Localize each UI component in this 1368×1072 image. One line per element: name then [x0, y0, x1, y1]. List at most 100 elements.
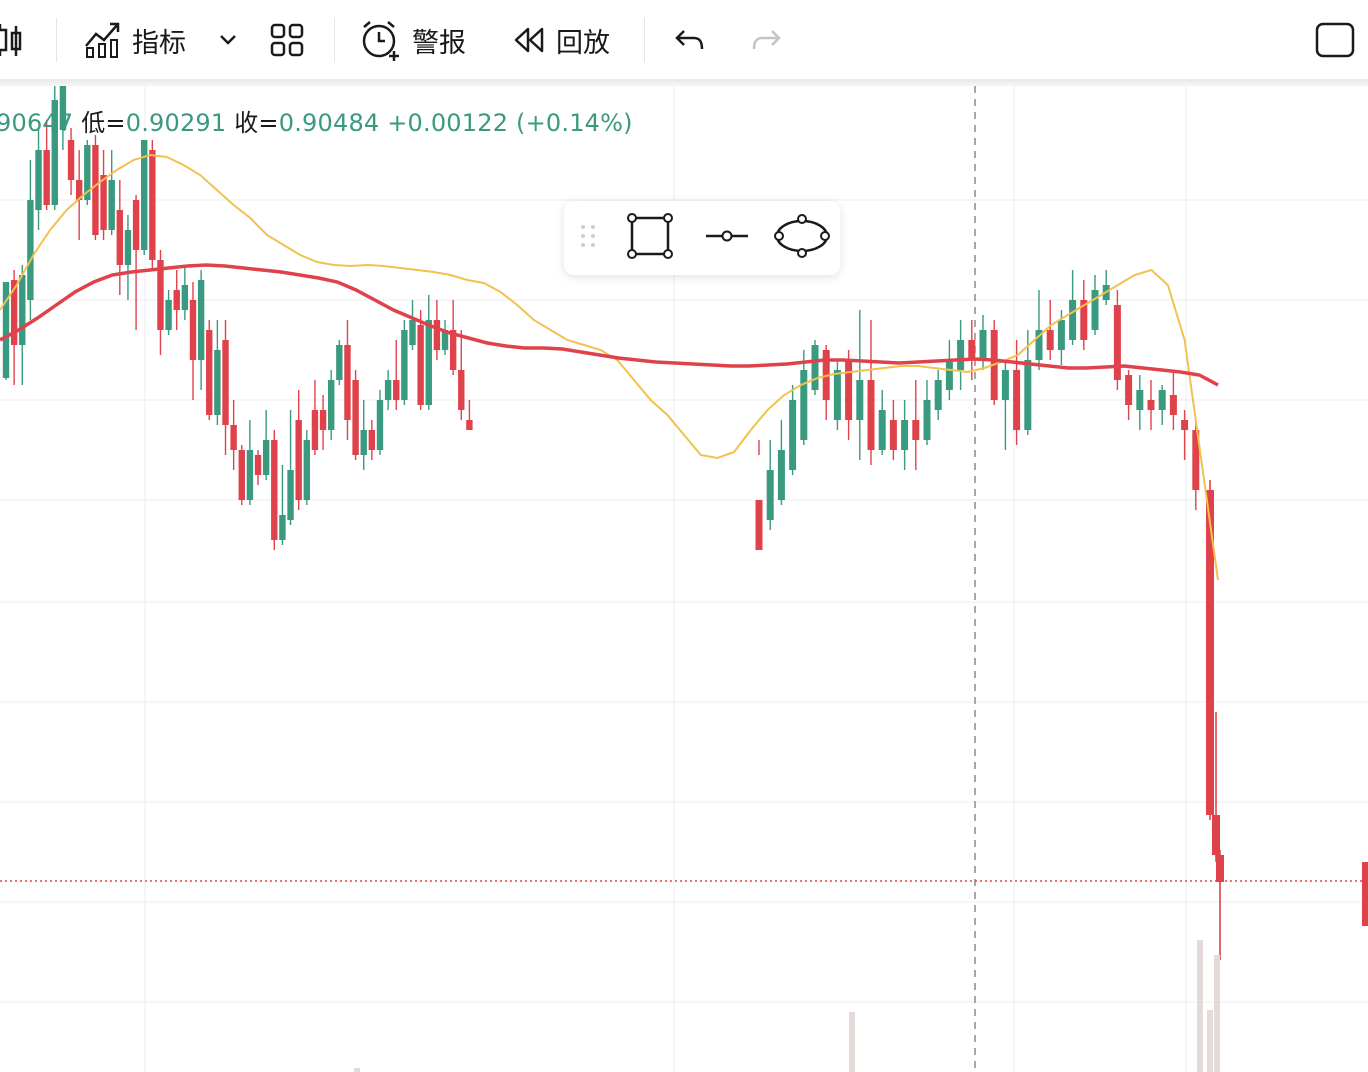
candle-body [1080, 300, 1088, 340]
volume-bar [354, 1068, 360, 1072]
candle-body [1181, 420, 1189, 430]
candle-body [254, 455, 262, 475]
volume-bar [1214, 955, 1220, 1072]
candle-body [1136, 390, 1144, 410]
candle-body [1046, 330, 1054, 350]
candle-body [1113, 305, 1121, 380]
candle-body [957, 340, 965, 370]
candle-body [19, 275, 26, 345]
candle-body [458, 370, 465, 410]
candle-type-button[interactable] [0, 14, 26, 66]
candle-body [352, 380, 359, 455]
candle-body [425, 320, 432, 405]
line-tool[interactable] [704, 201, 750, 275]
candle-body [945, 360, 953, 390]
candle-body [246, 450, 254, 500]
candle-body [1169, 395, 1177, 415]
drag-handle[interactable] [578, 201, 598, 275]
candle-body [344, 345, 351, 420]
close-value: 0.90484 [278, 109, 380, 137]
square-icon [1314, 21, 1356, 59]
candlestick-icon [0, 20, 26, 60]
low-value: 0.90291 [125, 109, 227, 137]
candle-body [1147, 400, 1155, 410]
alerts-button[interactable]: 警报 [360, 14, 466, 66]
candle-body [51, 100, 58, 205]
toolbar-shadow [0, 80, 1368, 86]
candle-body [303, 440, 311, 500]
candle-body [789, 400, 797, 470]
candle-body [75, 180, 83, 200]
indicators-label: 指标 [132, 27, 186, 59]
candle-body [230, 425, 237, 450]
toolbar-divider [644, 18, 645, 62]
candle-body [417, 325, 424, 405]
candle-body [800, 370, 808, 440]
candle-body [67, 140, 75, 180]
indicators-dropdown[interactable] [218, 14, 238, 66]
candle-body [92, 145, 99, 235]
chart-area[interactable] [0, 86, 1368, 1072]
candle-body [108, 180, 115, 230]
candle-body [262, 440, 270, 475]
redo-button[interactable] [750, 14, 782, 66]
undo-button[interactable] [674, 14, 706, 66]
candle-body [311, 410, 319, 450]
candle-body [336, 345, 343, 380]
candle-body [141, 140, 148, 250]
candle-body [401, 330, 408, 400]
rewind-icon [512, 25, 546, 55]
redo-icon [750, 27, 782, 53]
indicators-button[interactable]: 指标 [84, 14, 186, 66]
candle-body [328, 380, 335, 430]
candle-body [901, 420, 909, 450]
candle-body [2, 282, 10, 378]
candle-body [856, 380, 864, 420]
candle-body [889, 420, 897, 450]
candle-body [979, 330, 987, 360]
candle-body [360, 430, 367, 455]
ellipse-tool[interactable] [774, 201, 830, 275]
replay-button[interactable]: 回放 [512, 14, 610, 66]
candle-body [1091, 290, 1099, 330]
ma-slow-line [0, 263, 1219, 387]
candle-body [1057, 320, 1065, 350]
rectangle-tool[interactable] [626, 201, 674, 275]
layout-grid-icon [270, 23, 304, 57]
candle-body [59, 86, 67, 130]
candle-body [157, 260, 164, 330]
candle-body [1013, 370, 1021, 430]
drag-handle-icon [578, 222, 598, 254]
ohlc-legend: 90647 低=0.90291 收=0.90484 +0.00122 (+0.1… [0, 103, 633, 138]
close-label: 收= [234, 109, 279, 137]
fullscreen-button[interactable] [1314, 14, 1356, 66]
drawing-toolbar [564, 201, 840, 275]
volume-bar [849, 1012, 855, 1072]
replay-label: 回放 [556, 27, 610, 59]
candle-body [279, 515, 286, 540]
candle-body [1001, 370, 1009, 400]
candle-body [766, 470, 774, 520]
candle-body [1192, 430, 1200, 490]
layout-button[interactable] [270, 14, 304, 66]
candle-body [968, 340, 976, 360]
candle-body [206, 330, 213, 415]
price-chart[interactable] [0, 86, 1368, 1072]
line-segment-icon [704, 226, 750, 250]
candle-body [165, 300, 172, 330]
toolbar-divider [56, 18, 57, 62]
candle-body [755, 500, 763, 550]
candle-body [1216, 855, 1224, 882]
candle-body [923, 400, 931, 440]
candle-body [43, 150, 50, 205]
candle-body [222, 340, 229, 425]
candle-body [189, 300, 197, 360]
candle-body [811, 345, 819, 390]
candle-body [441, 330, 449, 350]
candle-body [466, 420, 473, 430]
chevron-down-icon [218, 33, 238, 47]
candle-body [912, 420, 920, 440]
candle-body [393, 380, 400, 400]
volume-bar [1207, 1010, 1213, 1072]
candle-body [449, 330, 457, 370]
